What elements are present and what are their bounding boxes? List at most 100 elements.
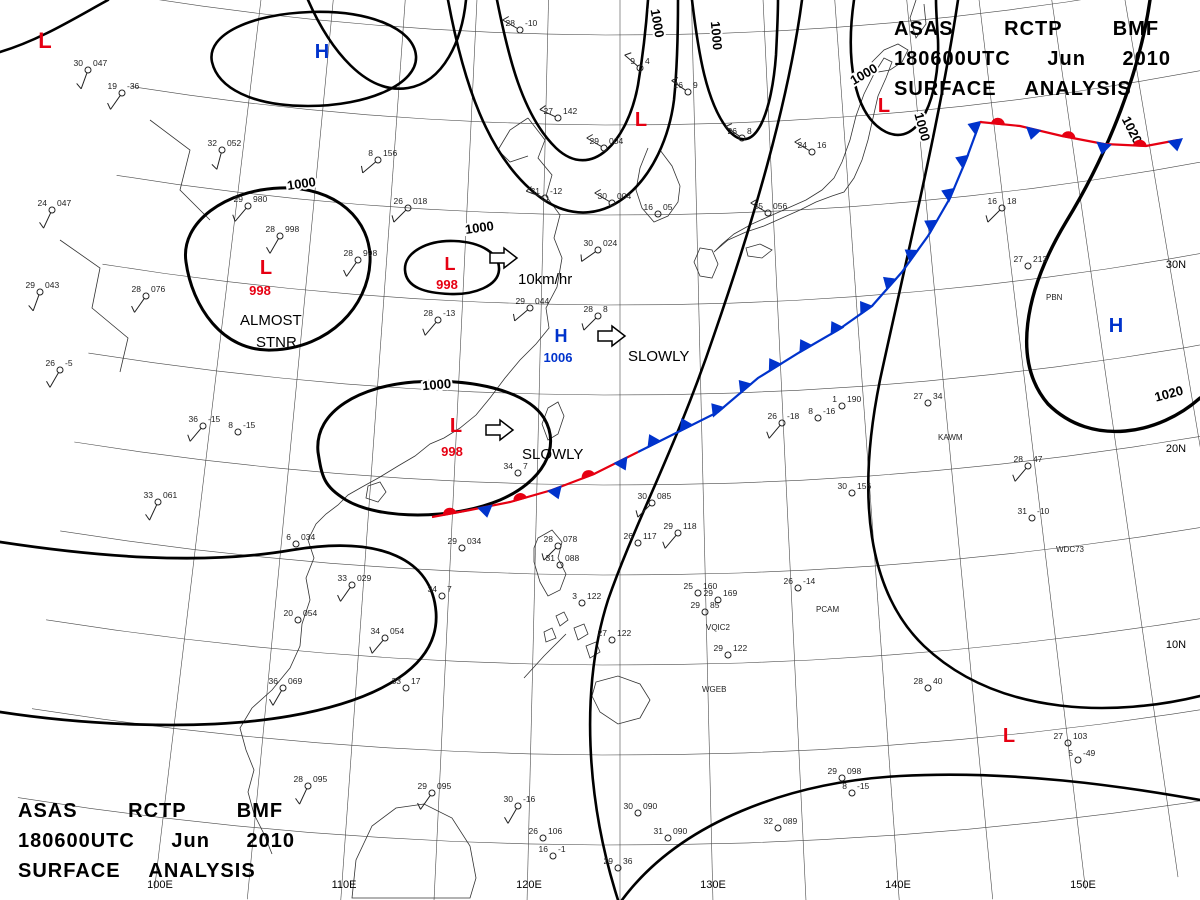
station-plot: 34 7 <box>428 584 452 600</box>
longitude-label: 110E <box>332 879 357 891</box>
station-pressure: 122 <box>617 628 631 638</box>
ship-label: KAWM <box>938 433 963 442</box>
wind-barb-tick <box>766 431 770 439</box>
wind-barb-tick <box>107 102 111 110</box>
wind-barb-tick <box>417 802 421 810</box>
station-pressure: 8 <box>603 304 608 314</box>
station-temperature: 28 <box>506 18 516 28</box>
station-pressure: 8 <box>747 126 752 136</box>
wind-barb <box>149 504 158 521</box>
grid-parallel <box>88 344 1200 396</box>
cold-front-marker <box>613 456 628 471</box>
chart-type: SURFACE ANALYSIS <box>894 78 1132 100</box>
warm-front-marker <box>990 117 1005 126</box>
station-plot: 26 018 <box>391 196 427 223</box>
annotation: STNR <box>256 334 297 351</box>
station-plot: 33 061 <box>144 490 177 521</box>
station-temperature: 32 <box>764 816 774 826</box>
cold-front-marker <box>883 276 898 291</box>
isobar <box>0 0 110 54</box>
station-plot: 16 05 <box>644 202 673 218</box>
center-pressure-value: 1006 <box>544 350 573 365</box>
station-temperature: 25 <box>684 581 694 591</box>
station-temperature: 8 <box>228 420 233 430</box>
chart-datetime: 180600UTC Jun 2010 <box>894 48 1172 70</box>
station-pressure: 043 <box>45 280 59 290</box>
wind-barb-tick <box>525 186 532 192</box>
grid-parallel <box>31 708 1200 756</box>
station-plot: 27 213 <box>1014 254 1047 270</box>
station-temperature: 8 <box>842 781 847 791</box>
station-plot: 29 118 <box>662 521 697 549</box>
cold-front-marker <box>924 219 939 234</box>
station-plot: 3 122 <box>572 591 601 607</box>
station-pressure: 85 <box>710 600 720 610</box>
station-temperature: 26 <box>529 826 539 836</box>
stationary-front <box>979 117 1183 155</box>
chart-datetime: 180600UTC Jun 2010 <box>18 830 296 852</box>
isobar <box>306 0 468 91</box>
warm-front-marker <box>513 493 528 502</box>
grid-parallel <box>17 797 1200 846</box>
station-temperature: 28 <box>544 534 554 544</box>
isobar <box>620 773 1200 900</box>
station-temperature: 29 <box>704 588 714 598</box>
station-pressure: 7 <box>447 584 452 594</box>
station-plot: 28 8 <box>581 304 608 331</box>
station-plot: 25 056 <box>750 199 787 217</box>
wind-barb-tick <box>662 541 666 549</box>
movement-arrow <box>485 418 515 442</box>
station-plot: 16 18 <box>985 196 1017 223</box>
station-plot: 34 054 <box>369 626 404 654</box>
coastline <box>365 481 387 503</box>
station-pressure: 160 <box>703 581 717 591</box>
low-pressure-symbol: L <box>450 415 462 437</box>
station-plot: 30 004 <box>594 189 631 207</box>
station-temperature: 36 <box>269 676 279 686</box>
wind-barb-tick <box>343 269 347 277</box>
station-pressure: 098 <box>847 766 861 776</box>
station-pressure: 156 <box>383 148 397 158</box>
station-plot: 31 -12 <box>525 186 563 202</box>
station-plot: 36 069 <box>269 676 302 706</box>
station-plot: 29 169 <box>704 588 737 604</box>
station-temperature: 34 <box>504 461 514 471</box>
station-temperature: 33 <box>392 676 402 686</box>
station-pressure: 998 <box>363 248 377 258</box>
wind-barb <box>583 317 597 331</box>
station-plot: 19 -36 <box>107 81 140 110</box>
wind-barb-tick <box>337 594 341 602</box>
isobar <box>184 186 372 352</box>
ship-label: WGEB <box>702 685 726 694</box>
station-pressure: -18 <box>787 411 800 421</box>
station-pressure: 052 <box>227 138 241 148</box>
station-temperature: 30 <box>838 481 848 491</box>
center-pressure-value: 998 <box>249 283 271 298</box>
station-pressure: 095 <box>313 774 327 784</box>
station-pressure: 05 <box>663 202 673 212</box>
wind-barb-tick <box>750 199 757 204</box>
cold-front-marker <box>904 249 920 264</box>
coastline <box>591 675 651 725</box>
station-pressure: -13 <box>443 308 456 318</box>
station-temperature: 29 <box>26 280 36 290</box>
station-pressure: 34 <box>933 391 943 401</box>
station-plot: 8 156 <box>360 148 397 174</box>
station-pressure: -16 <box>523 794 536 804</box>
wind-barb <box>664 534 677 549</box>
station-plot: 30 090 <box>624 801 657 817</box>
station-pressure: 044 <box>535 296 549 306</box>
grid-meridian <box>526 0 549 900</box>
high-pressure-symbol: H <box>1109 315 1123 337</box>
coastline <box>541 401 565 441</box>
station-pressure: 078 <box>563 534 577 544</box>
longitude-label: 120E <box>516 879 542 891</box>
station-plot: 24 047 <box>38 198 71 229</box>
coastline <box>351 803 477 899</box>
station-plot: 8 -15 <box>842 781 870 797</box>
wind-barb <box>502 19 518 29</box>
isobar <box>403 239 501 296</box>
wind-barb-tick <box>422 328 426 336</box>
cold-front-marker <box>967 120 982 136</box>
